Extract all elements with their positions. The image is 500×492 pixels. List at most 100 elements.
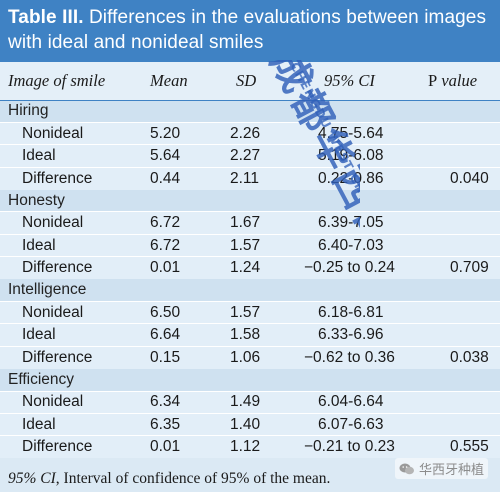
p-value-cell [428,144,500,168]
mean-cell: 6.64 [136,323,218,347]
table-row: Difference 0.01 1.12 −0.21 to 0.23 0.555 [0,435,500,459]
p-value-cell [428,233,500,257]
table-row: Nonideal 6.34 1.49 6.04-6.64 [0,390,500,414]
column-header-mean: Mean [136,62,218,101]
group-row-efficiency: Efficiency [0,368,500,392]
row-label: Nonideal [0,121,136,145]
p-value-cell [428,121,500,145]
sd-cell: 1.12 [218,435,300,459]
column-header-95-ci: 95% CI [300,62,428,101]
table-row: Ideal 6.35 1.40 6.07-6.63 [0,412,500,436]
table-row: Difference 0.44 2.11 0.22-0.86 0.040 [0,166,500,190]
p-value-cell [428,390,500,414]
group-row-honesty: Honesty [0,189,500,212]
group-label: Honesty [0,189,500,212]
mean-cell: 0.01 [136,435,218,459]
p-letter: P [428,70,438,90]
table-caption: Differences in the evaluations between i… [8,7,487,53]
group-row-hiring: Hiring [0,100,500,123]
column-header-sd: SD [218,62,300,101]
row-label: Ideal [0,412,136,436]
table-number: Table III. [8,7,84,28]
row-label: Difference [0,256,136,280]
ci-cell: −0.21 to 0.23 [300,435,428,459]
row-label: Difference [0,166,136,190]
table-body: Hiring Nonideal 5.20 2.26 4.75-5.64 Ideal 5.64… [0,100,500,459]
ci-cell: 6.40-7.03 [300,233,428,257]
p-value-cell [428,323,500,347]
table-row: Nonideal 5.20 2.26 4.75-5.64 [0,121,500,145]
p-value-cell [428,412,500,436]
p-value-cell [428,301,500,324]
p-value-cell: 0.709 [428,256,500,280]
wechat-icon [399,462,415,476]
ci-cell: 6.39-7.05 [300,211,428,235]
group-row-intelligence: Intelligence [0,279,500,302]
table-row: Nonideal 6.72 1.67 6.39-7.05 [0,211,500,235]
group-label: Efficiency [0,368,500,392]
table-row: Nonideal 6.50 1.57 6.18-6.81 [0,301,500,324]
column-header-image-of-smile: Image of smile [0,62,136,101]
sd-cell: 1.49 [218,390,300,414]
sd-cell: 1.67 [218,211,300,235]
p-value-word: value [437,70,478,90]
row-label: Ideal [0,233,136,257]
mean-cell: 5.64 [136,144,218,168]
footnote-text: , Interval of confidence of 95% of the m… [55,470,331,487]
mean-cell: 6.72 [136,211,218,235]
ci-cell: −0.62 to 0.36 [300,345,428,369]
row-label: Ideal [0,144,136,168]
sd-cell: 2.26 [218,121,300,145]
ci-cell: 4.75-5.64 [300,121,428,145]
ci-cell: −0.25 to 0.24 [300,256,428,280]
p-value-cell [428,211,500,235]
ci-cell: 5.19-6.08 [300,144,428,168]
table-row: Difference 0.01 1.24 −0.25 to 0.24 0.709 [0,256,500,280]
results-table-wrapper: Image of smile Mean SD 95% CI P value Hi… [0,62,500,459]
footnote-term: 95% CI [8,470,56,487]
table-footnote: 95% CI, Interval of confidence of 95% of… [8,470,330,488]
group-label: Intelligence [0,279,500,302]
mean-cell: 0.01 [136,256,218,280]
corner-watermark-text: 华西牙种植 [418,463,484,478]
mean-cell: 0.44 [136,166,218,190]
sd-cell: 1.58 [218,323,300,347]
mean-cell: 6.35 [136,412,218,436]
sd-cell: 1.57 [218,233,300,257]
mean-cell: 0.15 [136,345,218,369]
mean-cell: 5.20 [136,121,218,145]
sd-cell: 2.27 [218,144,300,168]
ci-cell: 6.33-6.96 [300,323,428,347]
table-row: Difference 0.15 1.06 −0.62 to 0.36 0.038 [0,345,500,369]
column-header-p-value: P value [428,62,500,101]
p-value-cell: 0.555 [428,435,500,459]
sd-cell: 1.40 [218,412,300,436]
mean-cell: 6.72 [136,233,218,257]
mean-cell: 6.34 [136,390,218,414]
table-header-row: Image of smile Mean SD 95% CI P value [0,62,500,101]
ci-cell: 6.07-6.63 [300,412,428,436]
table-row: Ideal 5.64 2.27 5.19-6.08 [0,144,500,168]
row-label: Nonideal [0,390,136,414]
row-label: Difference [0,345,136,369]
sd-cell: 1.57 [218,301,300,324]
row-label: Nonideal [0,211,136,235]
sd-cell: 2.11 [218,166,300,190]
mean-cell: 6.50 [136,301,218,324]
row-label: Difference [0,435,136,459]
table-row: Ideal 6.72 1.57 6.40-7.03 [0,233,500,257]
group-label: Hiring [0,100,500,123]
corner-watermark: 华西牙种植 [394,458,488,479]
p-value-cell: 0.038 [428,345,500,369]
ci-cell: 6.18-6.81 [300,301,428,324]
row-label: Nonideal [0,301,136,324]
ci-cell: 6.04-6.64 [300,390,428,414]
sd-cell: 1.24 [218,256,300,280]
results-table: Image of smile Mean SD 95% CI P value Hi… [0,62,500,459]
table-title: Table III. Differences in the evaluation… [0,0,500,62]
ci-cell: 0.22-0.86 [300,166,428,190]
row-label: Ideal [0,323,136,347]
table-row: Ideal 6.64 1.58 6.33-6.96 [0,323,500,347]
p-value-cell: 0.040 [428,166,500,190]
sd-cell: 1.06 [218,345,300,369]
